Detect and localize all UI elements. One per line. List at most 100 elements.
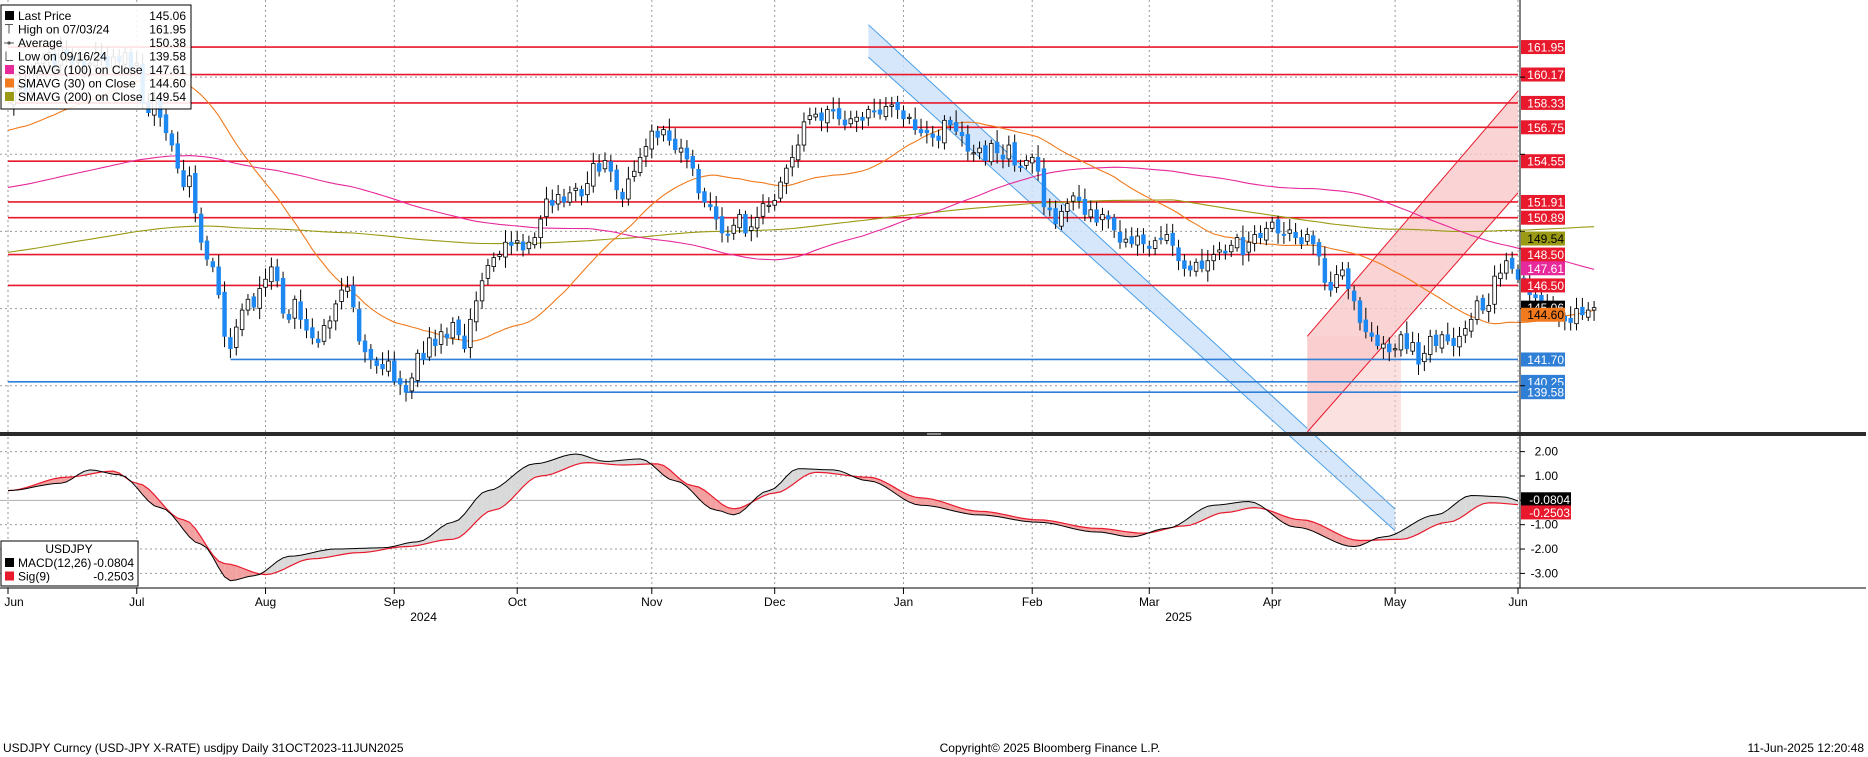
candle-down <box>655 130 660 138</box>
macd-fill-negative <box>1360 540 1366 546</box>
macd-fill-negative <box>142 484 149 502</box>
macd-fill-positive <box>429 532 436 543</box>
time-axis: Jun Jul Aug Sep Oct Nov Dec Jan Feb Mar Apr May Jun 2… <box>0 587 1866 624</box>
macd-badge-label: -0.0804 <box>1529 493 1570 507</box>
candle-up <box>760 203 766 217</box>
legend-label: High on 07/03/24 <box>18 23 110 37</box>
macd-fill-positive <box>1482 495 1489 504</box>
macd-fill-positive <box>324 549 330 558</box>
macd-axis-label: -1.00 <box>1531 518 1559 532</box>
candle-down <box>368 348 374 360</box>
legend-swatch <box>5 11 14 20</box>
candle-down <box>222 291 227 337</box>
macd-fill-negative <box>248 570 254 577</box>
macd-fill-negative <box>727 507 734 515</box>
macd-fill-positive <box>487 489 494 512</box>
candle-up <box>538 218 543 238</box>
candle-down <box>831 109 836 112</box>
macd-fill-positive <box>1459 496 1466 519</box>
macd-fill-positive <box>1418 517 1425 534</box>
macd-fill-positive <box>1500 496 1507 504</box>
value-badge <box>1521 231 1565 246</box>
legend-value: 149.54 <box>149 90 186 104</box>
macd-fill-negative <box>230 564 237 581</box>
macd-badge <box>1521 505 1571 520</box>
candle-up <box>1264 227 1269 241</box>
candle-down <box>1240 237 1246 255</box>
candle-up <box>479 280 485 302</box>
candle-up <box>1205 260 1211 272</box>
footer: USDJPY Curncy (USD-JPY X-RATE) usdjpy Da… <box>3 741 1864 755</box>
candle-down <box>930 133 935 138</box>
candle-up <box>450 322 456 339</box>
candle-down <box>1515 269 1521 280</box>
candle-down <box>298 301 303 320</box>
value-badge-label: 149.54 <box>1527 232 1564 246</box>
month-label: Jun <box>1508 595 1527 609</box>
candle-down <box>561 196 567 203</box>
macd-fill-positive <box>511 472 518 500</box>
moving-average-lines <box>7 77 1595 342</box>
macd-fill-positive <box>283 556 289 570</box>
candle-down <box>1357 300 1363 323</box>
candle-up <box>427 337 432 358</box>
macd-fill-negative <box>1313 522 1319 534</box>
macd-line <box>7 453 1519 582</box>
candle-down <box>708 204 713 208</box>
macd-axis: -3.00 -2.00 -1.00 1.00 2.00 -0.0804-0.2503 <box>1520 445 1571 580</box>
candle-up <box>649 130 655 150</box>
candle-down <box>608 161 614 172</box>
macd-fill-negative <box>195 528 202 545</box>
candle-up <box>234 326 239 348</box>
macd-fill-positive <box>523 464 529 487</box>
macd-fill-positive <box>798 468 804 481</box>
macd-fill-positive <box>353 548 360 553</box>
candle-up <box>1574 308 1579 325</box>
candle-up <box>1234 237 1240 249</box>
candle-down <box>1111 217 1117 231</box>
macd-legend-value: -0.0804 <box>93 556 134 570</box>
macd-fill-negative <box>1125 531 1132 537</box>
candle-up <box>1427 335 1433 355</box>
candle-up <box>544 198 549 218</box>
panel-divider[interactable] <box>0 432 1866 436</box>
candle-up <box>1287 229 1292 234</box>
macd-histogram-fill <box>8 454 1518 581</box>
candle-down <box>310 327 315 339</box>
candle-up <box>1211 254 1216 262</box>
candle-up <box>602 160 608 170</box>
legend-value: 144.60 <box>149 77 186 91</box>
level-badge-label: 161.95 <box>1527 41 1564 55</box>
month-label: Nov <box>641 595 662 609</box>
candle-down <box>315 338 321 343</box>
macd-fill-negative <box>1307 520 1314 532</box>
macd-fill-positive <box>528 463 535 482</box>
month-label: Mar <box>1139 595 1160 609</box>
candle-down <box>743 214 748 234</box>
macd-fill-negative <box>1295 519 1302 528</box>
candle-up <box>807 115 813 120</box>
macd-fill-negative <box>880 479 886 488</box>
candle-down <box>1404 333 1410 350</box>
macd-fill-negative <box>224 563 231 581</box>
candle-down <box>713 206 719 220</box>
macd-fill-positive <box>1406 524 1413 539</box>
sma-30-line <box>7 77 1595 342</box>
candle-up <box>1492 275 1497 305</box>
channel-blue-descending-upper <box>868 24 1396 510</box>
candle-down <box>1387 343 1392 353</box>
candle-up <box>866 109 871 119</box>
candle-up <box>1065 203 1070 212</box>
candle-up <box>784 167 789 184</box>
candle-down <box>362 340 368 353</box>
candle-down <box>719 216 725 234</box>
macd-fill-negative <box>183 519 190 537</box>
macd-fill-positive <box>534 463 541 478</box>
candle-up <box>1152 240 1158 249</box>
macd-fill-negative <box>921 497 927 506</box>
legend-label: Last Price <box>18 9 72 23</box>
candle-up <box>1410 342 1415 352</box>
month-label: Dec <box>764 595 785 609</box>
candle-up <box>1246 241 1251 253</box>
